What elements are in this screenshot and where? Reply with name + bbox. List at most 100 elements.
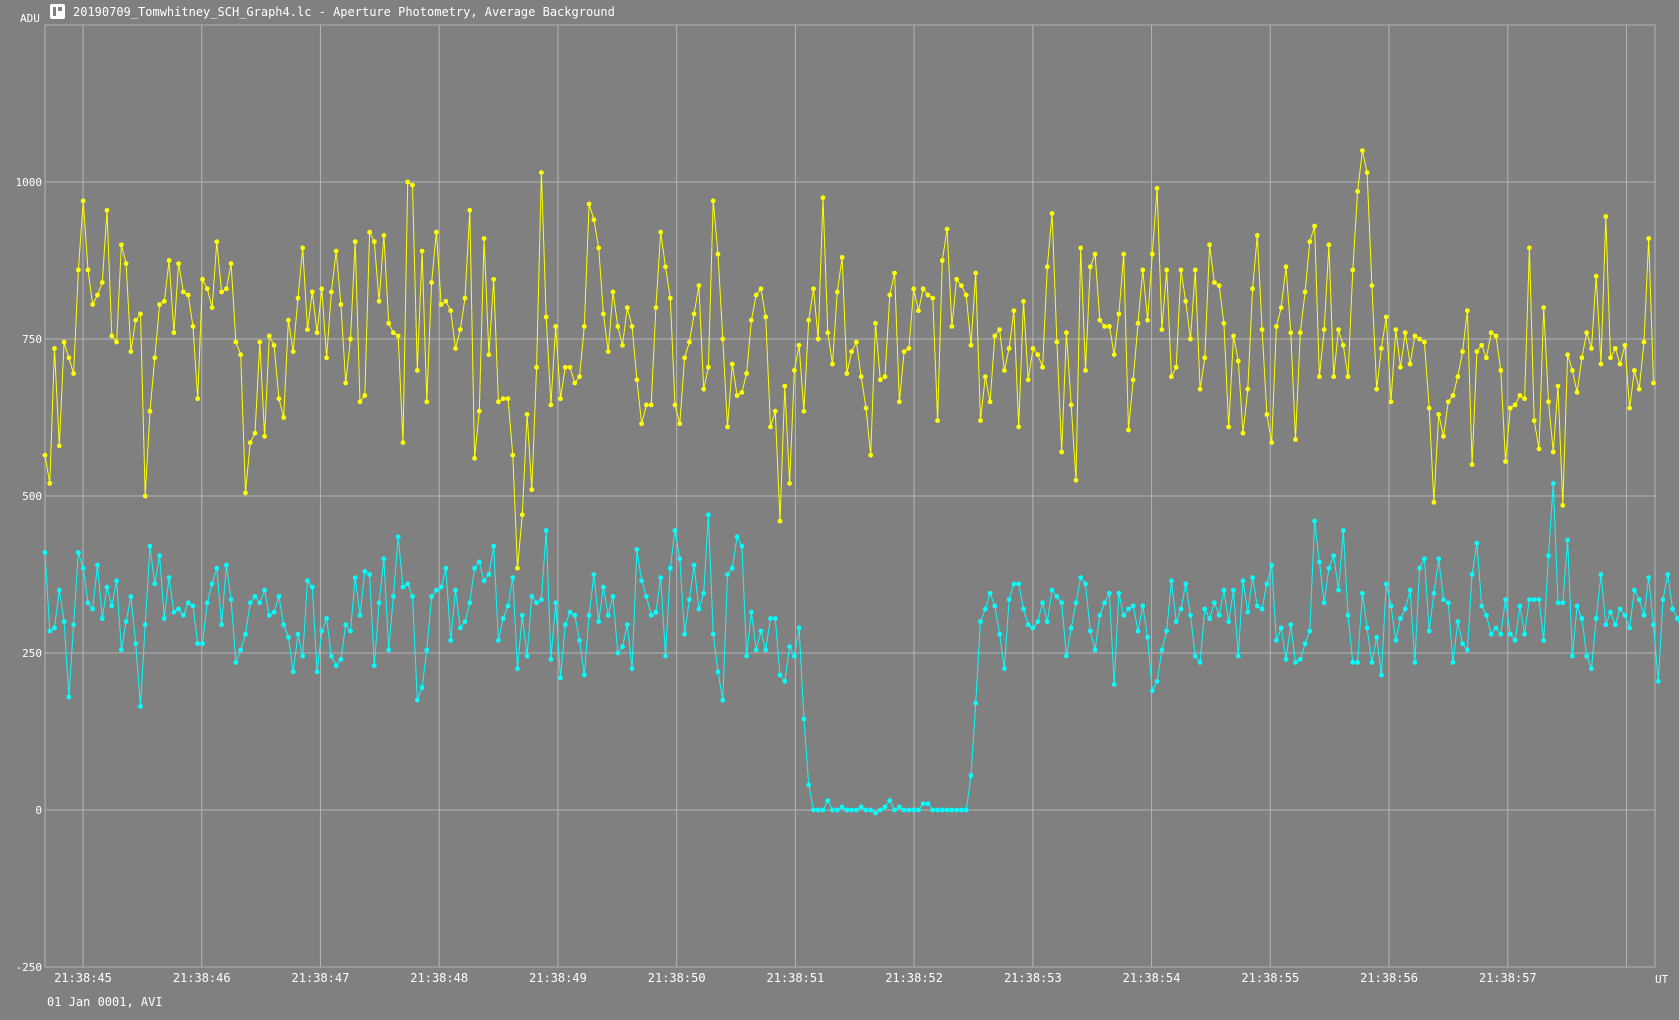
data-point: [419, 685, 425, 690]
data-point: [629, 666, 635, 672]
data-point: [539, 170, 544, 176]
data-point: [1608, 609, 1613, 615]
x-tick-label: 21:38:52: [885, 971, 943, 985]
footer-date-label: 01 Jan 0001, AVI: [47, 995, 163, 1009]
data-point: [725, 572, 730, 577]
data-point: [820, 807, 826, 813]
y-tick-label: 500: [22, 490, 42, 503]
data-point: [1550, 481, 1556, 486]
data-point: [1541, 305, 1547, 310]
data-point: [777, 672, 783, 678]
data-point: [882, 374, 888, 380]
data-point: [1269, 562, 1275, 568]
data-point: [1417, 336, 1422, 342]
data-point: [257, 339, 263, 345]
data-point: [1059, 600, 1065, 606]
data-point: [787, 481, 792, 486]
data-point: [1212, 280, 1217, 285]
data-point: [1183, 581, 1189, 587]
data-point: [114, 578, 119, 584]
data-point: [839, 255, 845, 260]
data-point: [352, 239, 358, 245]
data-point: [772, 408, 778, 414]
data-point: [897, 399, 902, 405]
data-point: [476, 408, 482, 414]
data-point: [166, 258, 172, 263]
data-point: [157, 553, 163, 559]
data-point: [806, 317, 812, 323]
data-point: [801, 716, 807, 722]
data-point: [224, 562, 229, 568]
data-point: [610, 289, 616, 295]
data-point: [1565, 352, 1570, 358]
data-point: [887, 798, 893, 803]
data-point: [1259, 327, 1265, 332]
data-point: [1297, 330, 1303, 336]
data-point: [543, 528, 549, 533]
data-point: [209, 305, 215, 310]
data-point: [90, 302, 96, 307]
data-point: [476, 559, 482, 565]
data-point: [443, 565, 449, 571]
data-point: [1130, 377, 1136, 383]
data-point: [1283, 656, 1289, 662]
data-point: [443, 298, 449, 304]
data-point: [448, 308, 454, 314]
data-point: [605, 612, 611, 618]
data-point: [109, 333, 115, 339]
data-point: [314, 330, 320, 336]
data-point: [228, 597, 234, 602]
data-point: [1517, 603, 1523, 609]
data-point: [567, 609, 573, 615]
data-point: [1030, 625, 1036, 631]
data-point: [343, 380, 349, 386]
data-point: [1417, 565, 1422, 571]
data-point: [1574, 603, 1580, 609]
data-point: [1369, 660, 1375, 665]
data-point: [1116, 590, 1122, 596]
data-point: [677, 421, 683, 427]
data-point: [1064, 330, 1069, 336]
data-point: [749, 609, 754, 615]
data-point: [276, 396, 282, 402]
data-point: [286, 317, 291, 323]
data-point: [1469, 462, 1475, 467]
data-point: [295, 295, 301, 301]
data-point: [696, 283, 702, 288]
data-point: [997, 631, 1002, 637]
data-point: [195, 641, 201, 646]
data-point: [548, 656, 554, 662]
data-point: [1293, 660, 1298, 665]
data-point: [615, 650, 621, 656]
data-point: [152, 355, 158, 361]
data-point: [1111, 352, 1117, 358]
data-point: [1340, 528, 1346, 533]
data-point: [586, 612, 592, 618]
data-point: [577, 638, 582, 643]
data-point: [1374, 634, 1380, 640]
data-point: [276, 594, 282, 599]
data-point: [1598, 572, 1604, 577]
data-point: [863, 405, 869, 411]
data-point: [882, 804, 888, 810]
data-point: [1426, 628, 1432, 634]
data-point: [381, 233, 387, 238]
data-point: [491, 543, 497, 549]
data-point: [1049, 587, 1055, 593]
data-point: [1307, 239, 1313, 245]
data-point: [114, 339, 119, 345]
data-point: [1431, 590, 1437, 596]
data-point: [42, 550, 48, 555]
data-point: [1426, 405, 1432, 411]
data-point: [677, 556, 683, 562]
data-point: [567, 364, 573, 370]
data-point: [901, 349, 907, 354]
data-point: [729, 361, 735, 367]
data-point: [348, 336, 353, 342]
data-point: [939, 807, 945, 813]
data-point: [572, 612, 578, 618]
data-point: [414, 697, 420, 703]
x-tick-label: 21:38:48: [410, 971, 468, 985]
data-point: [968, 773, 974, 778]
